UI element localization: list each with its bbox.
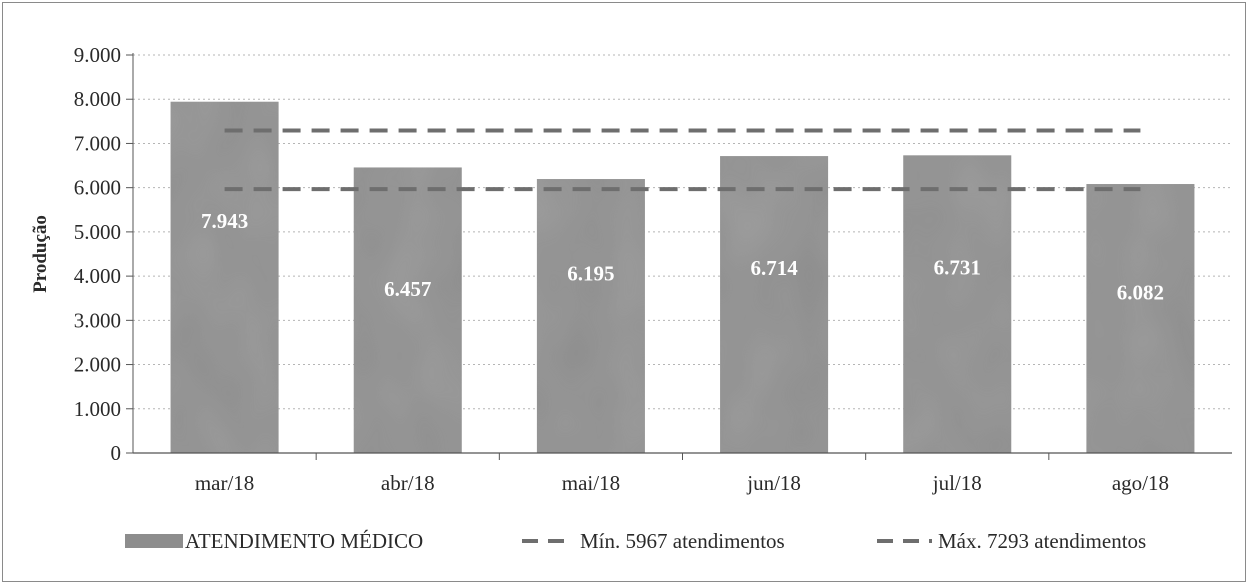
x-axis: mar/18 abr/18 mai/18 jun/18 jul/18 ago/18 [133, 452, 1232, 495]
bar-mai-18 [536, 179, 645, 453]
y-tick-label: 9.000 [74, 43, 121, 67]
bar-mar-18 [170, 101, 279, 453]
legend-label-max: Máx. 7293 atendimentos [938, 529, 1146, 553]
x-tick-label: jun/18 [746, 471, 801, 495]
legend-label-min: Mín. 5967 atendimentos [580, 529, 785, 553]
data-label: 6.714 [750, 256, 798, 280]
bar-jul-18 [903, 155, 1012, 454]
y-tick-label: 4.000 [74, 264, 121, 288]
y-tick-label: 1.000 [74, 397, 121, 421]
x-tick-label: abr/18 [381, 471, 435, 495]
x-tick-label: ago/18 [1112, 471, 1169, 495]
y-axis-label: Produção [30, 215, 51, 293]
data-label: 7.943 [201, 209, 248, 233]
legend-swatch-atendimento [125, 534, 183, 548]
bar-jun-18 [720, 156, 829, 454]
legend: ATENDIMENTO MÉDICO Mín. 5967 atendimento… [125, 529, 1146, 553]
x-tick-label: jul/18 [932, 471, 982, 495]
bars [170, 101, 1195, 454]
reference-lines [224, 128, 1141, 192]
data-label: 6.731 [934, 255, 981, 279]
data-label: 6.082 [1117, 281, 1164, 305]
y-tick-label: 5.000 [74, 220, 121, 244]
data-label: 6.195 [567, 261, 614, 285]
legend-label-atendimento: ATENDIMENTO MÉDICO [185, 529, 423, 553]
y-tick-label: 2.000 [74, 353, 121, 377]
grid-lines [133, 54, 1232, 410]
y-tick-label: 8.000 [74, 87, 121, 111]
x-tick-label: mar/18 [195, 471, 254, 495]
data-labels: 7.943 6.457 6.195 6.714 6.731 6.082 [201, 209, 1164, 304]
bar-abr-18 [353, 167, 462, 454]
bar-ago-18 [1086, 184, 1195, 453]
data-label: 6.457 [384, 277, 431, 301]
y-tick-label: 0 [111, 441, 122, 465]
x-tick-label: mai/18 [562, 471, 620, 495]
y-tick-label: 6.000 [74, 176, 121, 200]
y-axis: 0 1.000 2.000 3.000 4.000 5.000 6.000 7.000 8.00… [74, 43, 134, 465]
y-tick-label: 3.000 [74, 308, 121, 332]
y-tick-label: 7.000 [74, 131, 121, 155]
